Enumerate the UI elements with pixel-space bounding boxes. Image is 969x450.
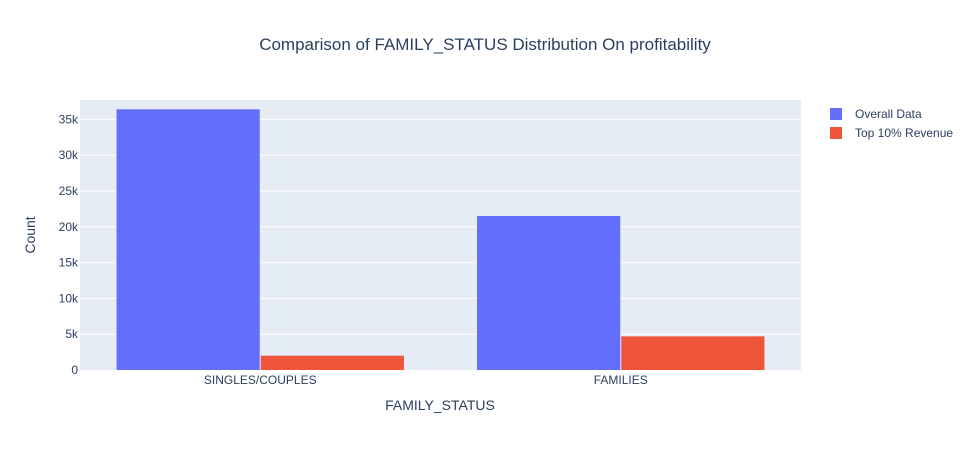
x-tick-label: FAMILIES bbox=[594, 373, 648, 387]
legend-label: Top 10% Revenue bbox=[855, 126, 953, 140]
x-axis-title: FAMILY_STATUS bbox=[385, 397, 495, 413]
y-tick-label: 10k bbox=[59, 291, 79, 305]
y-tick-label: 15k bbox=[59, 256, 79, 270]
bars bbox=[116, 109, 765, 370]
y-tick-label: 5k bbox=[65, 327, 79, 341]
y-tick-label: 30k bbox=[59, 148, 79, 162]
bar-overall-data-families[interactable] bbox=[477, 216, 621, 370]
x-axis-ticks: SINGLES/COUPLES FAMILIES bbox=[204, 373, 648, 387]
y-axis-ticks: 0 5k 10k 15k 20k 25k 30k 35k bbox=[59, 112, 79, 377]
x-tick-label: SINGLES/COUPLES bbox=[204, 373, 317, 387]
legend-item[interactable]: Top 10% Revenue bbox=[830, 126, 953, 140]
chart-title: Comparison of FAMILY_STATUS Distribution… bbox=[259, 35, 711, 54]
bar-overall-data-singles-couples[interactable] bbox=[116, 109, 260, 370]
y-tick-label: 25k bbox=[59, 184, 79, 198]
bar-top-10-revenue-families[interactable] bbox=[621, 336, 765, 370]
legend-item[interactable]: Overall Data bbox=[830, 107, 922, 121]
legend-swatch bbox=[830, 108, 842, 120]
legend-label: Overall Data bbox=[855, 107, 922, 121]
legend[interactable]: Overall Data Top 10% Revenue bbox=[830, 107, 953, 140]
legend-swatch bbox=[830, 127, 842, 139]
y-tick-label: 35k bbox=[59, 112, 79, 126]
y-tick-label: 0 bbox=[71, 363, 78, 377]
y-tick-label: 20k bbox=[59, 220, 79, 234]
bar-top-10-revenue-singles-couples[interactable] bbox=[260, 355, 404, 370]
y-axis-title: Count bbox=[22, 216, 38, 253]
